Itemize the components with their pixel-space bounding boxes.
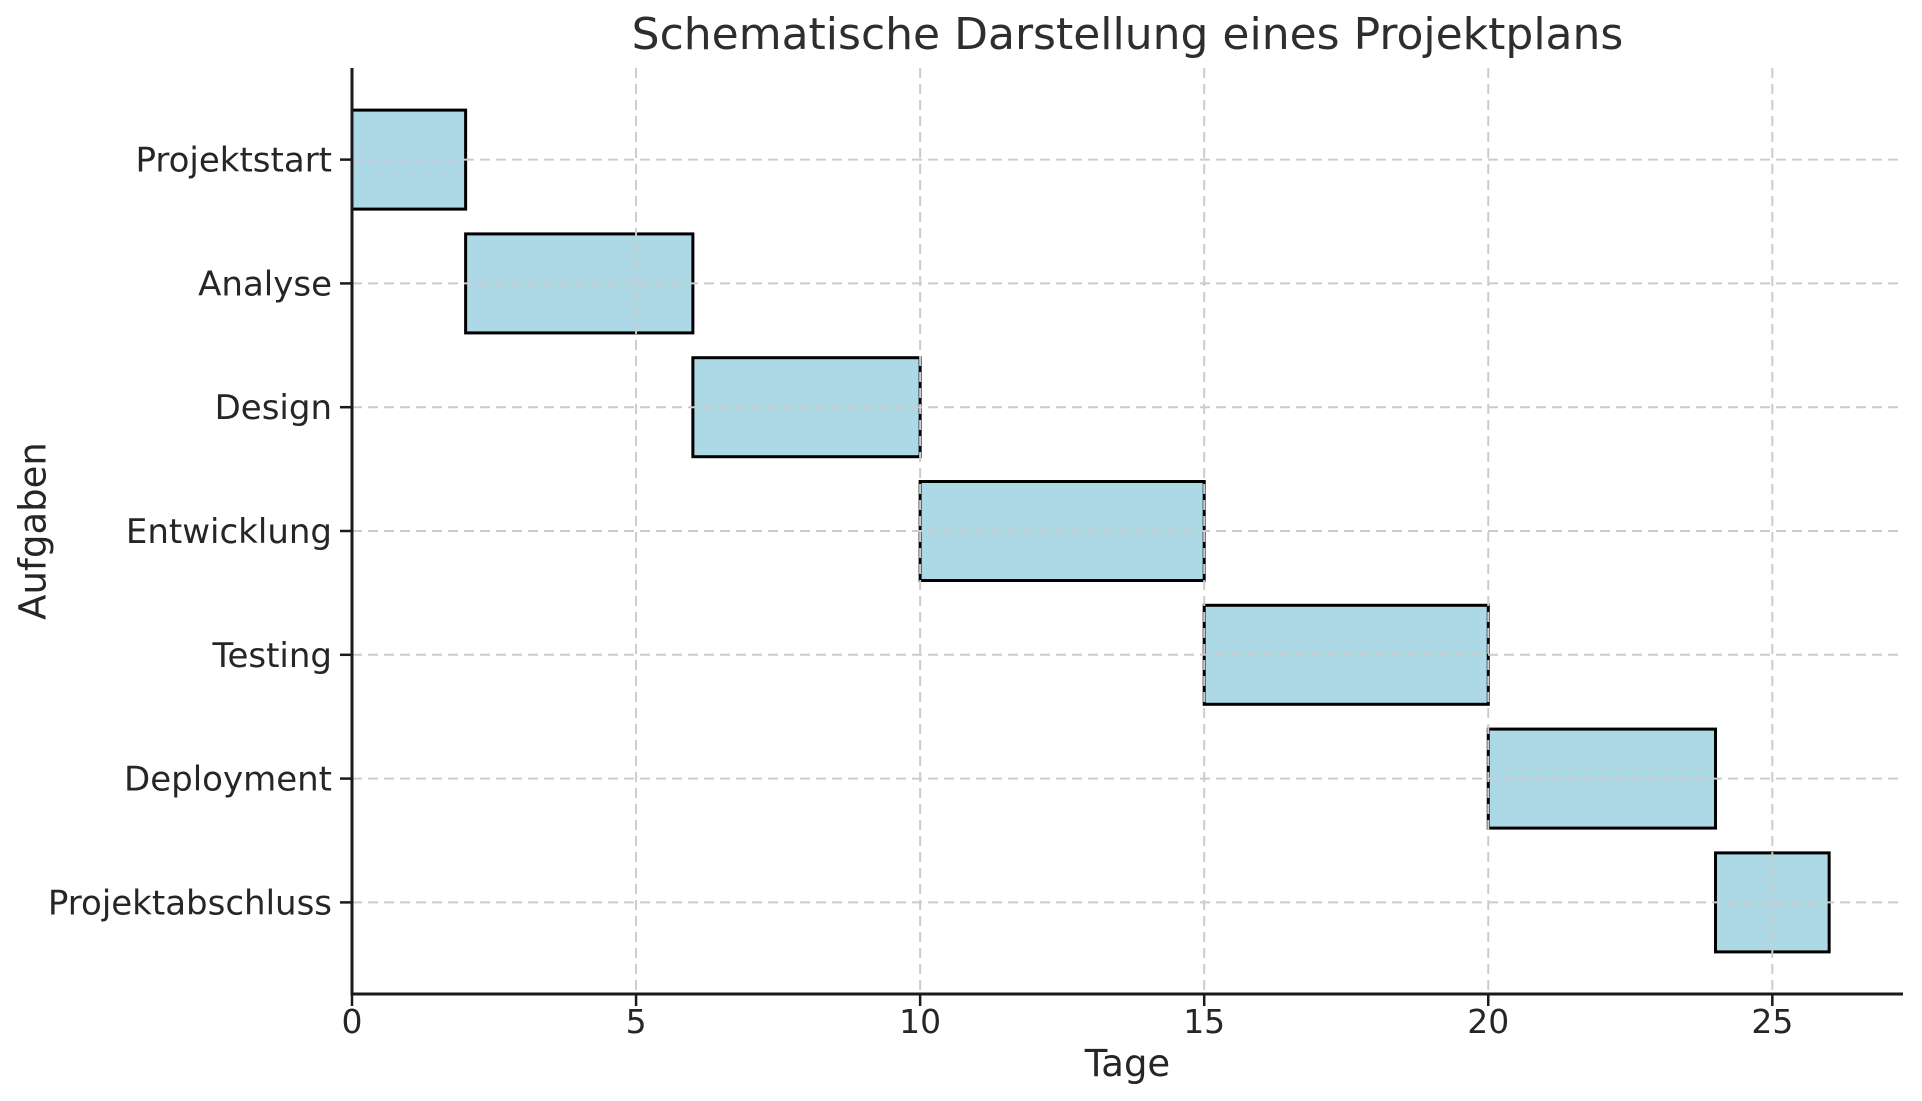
y-tick-label: Projektstart <box>135 141 332 181</box>
y-tick-label: Testing <box>211 636 332 676</box>
y-tick-label: Analyse <box>198 264 332 304</box>
x-tick-label: 0 <box>342 1002 363 1041</box>
x-tick-label: 5 <box>626 1002 647 1041</box>
y-tick-label: Design <box>215 388 332 428</box>
y-tick-label: Projektabschluss <box>48 883 332 923</box>
x-tick-label: 10 <box>899 1002 941 1041</box>
chart-title: Schematische Darstellung eines Projektpl… <box>631 9 1624 60</box>
x-tick-label: 25 <box>1751 1002 1793 1041</box>
x-tick-label: 15 <box>1183 1002 1225 1041</box>
x-tick-label: 20 <box>1467 1002 1509 1041</box>
x-axis-label: Tage <box>1084 1042 1171 1085</box>
y-tick-label: Entwicklung <box>126 512 332 552</box>
y-tick-label: Deployment <box>124 760 332 800</box>
